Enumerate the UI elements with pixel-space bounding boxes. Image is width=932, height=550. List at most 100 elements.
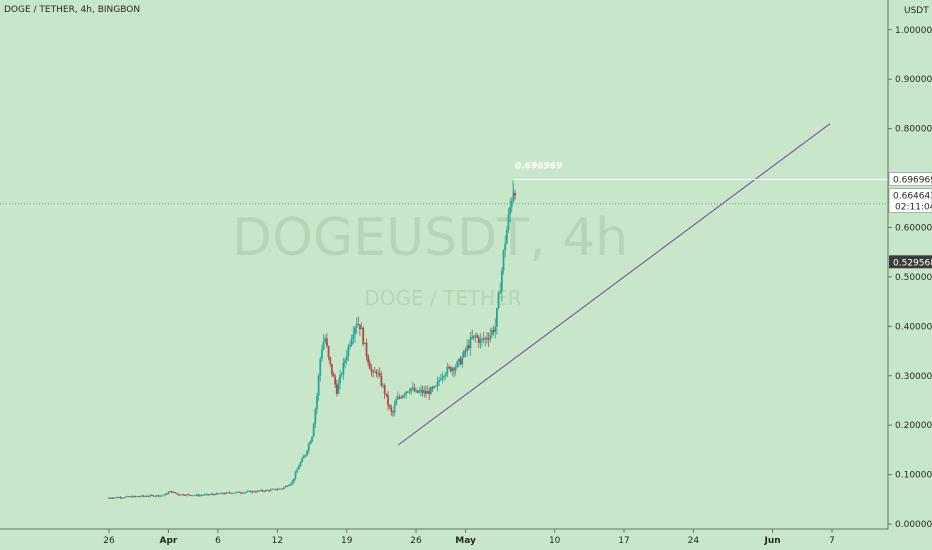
candle-body	[405, 391, 408, 395]
candle-body	[499, 290, 502, 294]
candle-body	[367, 355, 370, 363]
candle-body	[159, 495, 162, 497]
candle-body	[169, 491, 171, 493]
candle-body	[279, 488, 282, 490]
peak-price-label: 0.6969690	[893, 176, 932, 186]
candle-body	[492, 330, 495, 333]
candle-body	[253, 491, 256, 492]
candle-body	[243, 492, 246, 494]
candle-body	[398, 397, 401, 398]
candle-body	[403, 394, 406, 396]
candle-body	[354, 328, 356, 335]
candle-body	[510, 201, 513, 208]
candle-body	[415, 390, 417, 392]
candle-body	[134, 496, 137, 497]
y-tick-label: 0.1000000	[895, 471, 932, 481]
candle-body	[507, 214, 510, 230]
x-tick-label: 7	[829, 536, 835, 546]
candle-body	[471, 337, 474, 339]
candle-body	[410, 388, 412, 392]
chart-title: DOGE / TETHER, 4h, BINGBON	[4, 5, 140, 15]
candle-body	[165, 493, 168, 495]
candle-body	[240, 492, 242, 494]
candle-countdown: 02:11:04	[895, 203, 932, 213]
candle-body	[299, 462, 302, 467]
candle-body	[146, 496, 148, 497]
candle-body	[502, 250, 505, 271]
candle-body	[489, 334, 492, 340]
candle-body	[321, 349, 323, 359]
trendline[interactable]	[397, 123, 831, 446]
candle-body	[469, 337, 472, 349]
peak-price-box	[888, 172, 932, 186]
candle-body	[441, 376, 444, 379]
candle-body	[231, 493, 234, 494]
candle-body	[131, 496, 134, 498]
candle-body	[273, 488, 275, 490]
candle-body	[357, 324, 360, 325]
candle-body	[420, 389, 422, 392]
candle-body	[170, 491, 173, 493]
candle-body	[167, 492, 170, 495]
x-tick-label: Jun	[763, 536, 780, 546]
candle-body	[306, 450, 308, 455]
candle-body	[335, 384, 338, 394]
candle-body	[113, 497, 115, 499]
candle-body	[491, 330, 493, 335]
candle-body	[373, 371, 376, 373]
candle-body	[486, 338, 488, 339]
candle-body	[238, 491, 241, 493]
time-axis[interactable]: 26 Apr 6 12 19 26 May 10 17 24 Jun 7	[103, 529, 835, 546]
candle-body	[368, 362, 371, 370]
candle-body	[472, 335, 475, 338]
y-tick-label: 1.0000000	[895, 26, 932, 36]
candle-body	[241, 492, 244, 494]
candle-body	[477, 337, 480, 343]
candle-body	[401, 395, 404, 398]
candle-body	[274, 488, 277, 490]
candle-body	[459, 358, 462, 365]
x-tick-label: May	[455, 536, 476, 546]
candle-body	[372, 371, 375, 373]
candle-body	[111, 498, 114, 499]
candle-body	[307, 444, 310, 451]
candle-body	[215, 493, 218, 495]
candle-body	[235, 492, 238, 493]
candle-body	[256, 490, 259, 492]
candle-body	[119, 497, 122, 499]
candle-body	[126, 496, 129, 498]
candle-body	[349, 344, 351, 347]
candle-body	[175, 493, 178, 494]
candle-body	[370, 369, 373, 372]
candle-body	[286, 486, 289, 487]
candle-body	[296, 469, 299, 473]
candle-body	[185, 494, 188, 496]
candle-body	[210, 494, 213, 495]
candle-body	[339, 374, 341, 384]
candle-body	[428, 390, 431, 395]
candle-body	[385, 393, 388, 396]
candle-body	[228, 492, 231, 494]
candle-body	[116, 497, 119, 499]
candle-body	[514, 192, 516, 196]
candle-body	[271, 489, 274, 490]
candle-body	[278, 488, 280, 490]
candle-body	[139, 496, 142, 498]
candle-body	[454, 367, 457, 371]
candle-body	[157, 495, 160, 497]
candle-body	[263, 491, 266, 492]
candle-body	[160, 495, 163, 497]
candle-body	[316, 395, 318, 410]
candle-body	[342, 362, 345, 375]
price-axis[interactable]: 0.0000000 0.1000000 0.2000000 0.3000000 0.40…	[888, 26, 932, 530]
candle-body	[474, 335, 477, 337]
candle-body	[444, 373, 447, 377]
candle-body	[467, 345, 470, 349]
candle-body	[392, 411, 394, 413]
candle-body	[360, 327, 363, 330]
candle-body	[425, 390, 427, 394]
candle-body	[284, 486, 287, 488]
candle-body	[114, 497, 117, 499]
candle-body	[289, 483, 292, 486]
